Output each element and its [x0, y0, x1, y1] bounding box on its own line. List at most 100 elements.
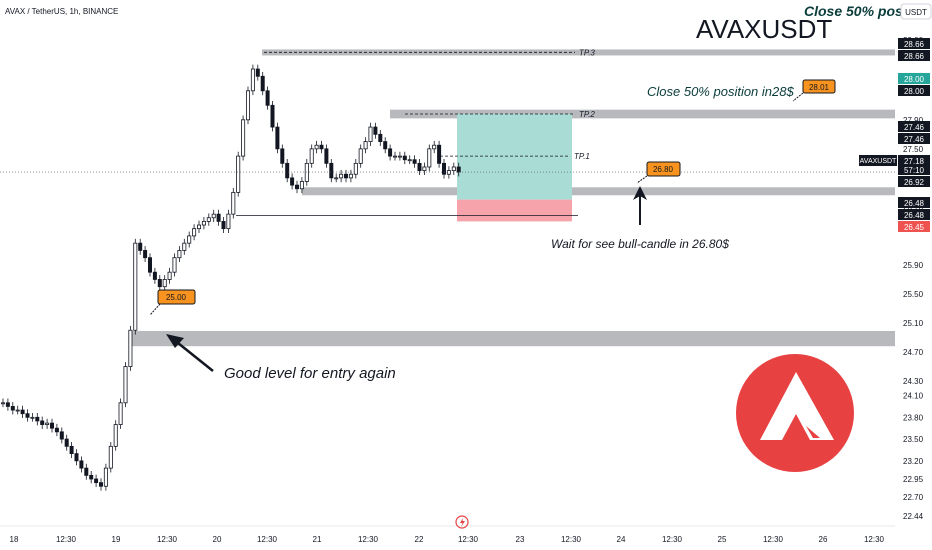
candle-body — [123, 366, 128, 404]
lightning-glyph — [460, 518, 465, 527]
time-tick: 12:30 — [458, 535, 479, 544]
time-tick: 18 — [10, 535, 19, 544]
candle-body — [427, 148, 432, 168]
price-tick: 22.95 — [903, 475, 924, 484]
candle-body — [446, 170, 451, 175]
candle-body — [255, 68, 260, 77]
good-level-note: Good level for entry again — [224, 365, 396, 382]
currency-box[interactable] — [900, 3, 932, 20]
candle-body — [441, 162, 446, 175]
candle-body — [309, 148, 314, 164]
zone-group — [130, 49, 895, 347]
candle-body — [412, 159, 417, 164]
candle-body — [133, 242, 138, 331]
candle-body — [392, 155, 397, 158]
candle-body — [15, 409, 20, 412]
candle-body — [451, 166, 456, 172]
entry-again-zone — [130, 330, 895, 347]
time-tick: 12:30 — [864, 535, 885, 544]
candle-body — [74, 453, 79, 462]
price-tick: 22.44 — [903, 512, 924, 521]
candle-body — [177, 250, 182, 259]
candle-body — [378, 133, 383, 142]
time-tick: 12:30 — [56, 535, 77, 544]
price-tick: 24.30 — [903, 377, 924, 386]
candle-series — [0, 64, 461, 491]
candle-body — [373, 126, 378, 135]
time-tick: 12:30 — [157, 535, 178, 544]
candle-body — [334, 177, 339, 180]
badge-26: 26.80 — [636, 161, 681, 184]
candle-body — [290, 177, 295, 186]
candle-body — [353, 162, 358, 175]
price-tick: 27.50 — [903, 145, 924, 154]
candle-body — [314, 144, 319, 150]
candle-body — [172, 257, 177, 273]
axis-label: 28.66 — [904, 52, 925, 61]
price-tick: 25.10 — [903, 319, 924, 328]
axis-label: 28.00 — [904, 87, 925, 96]
time-tick: 19 — [112, 535, 121, 544]
price-tick: 23.20 — [903, 457, 924, 466]
candle-body — [182, 242, 187, 251]
axis-label-bg — [898, 73, 930, 84]
badge-28: 28.01 — [792, 79, 836, 102]
candle-body — [167, 271, 172, 280]
time-tick: 12:30 — [561, 535, 582, 544]
candle-body — [280, 148, 285, 164]
axis-label-bg — [898, 221, 930, 232]
candle-body — [339, 173, 344, 179]
candle-body — [206, 217, 211, 222]
price-tick: 22.70 — [903, 493, 924, 502]
candle-body — [343, 173, 348, 179]
lightning-icon[interactable] — [455, 515, 469, 529]
axis-label: 26.92 — [904, 178, 925, 187]
candle-body — [108, 445, 113, 469]
candle-body — [324, 148, 329, 164]
candle-body — [304, 162, 309, 182]
countdown-label: 57:10 — [904, 166, 925, 175]
axis-label: 26.45 — [904, 223, 925, 232]
candle-body — [99, 482, 104, 487]
candle-body — [20, 409, 25, 415]
time-tick: 20 — [213, 535, 222, 544]
candle-body — [294, 184, 299, 190]
candle-body — [236, 155, 241, 193]
candle-body — [299, 181, 304, 190]
candle-body — [432, 144, 437, 150]
tp3-zone — [262, 49, 895, 56]
candle-body — [157, 279, 162, 288]
candle-body — [456, 166, 461, 173]
price-tick: 23.80 — [903, 413, 924, 422]
time-tick: 21 — [313, 535, 322, 544]
target-box — [457, 114, 572, 200]
candle-body — [113, 424, 118, 447]
candle-body — [89, 474, 94, 480]
axis-label: 27.46 — [904, 135, 925, 144]
axis-label: 26.48 — [904, 199, 925, 208]
candle-body — [50, 422, 55, 429]
time-tick: 25 — [718, 535, 727, 544]
candle-body — [45, 422, 50, 425]
candle-body — [221, 221, 226, 230]
candle-body — [54, 427, 59, 433]
candle-body — [84, 467, 89, 476]
axis-label-bg — [898, 209, 930, 220]
close-note: Close 50% position in28$ — [647, 84, 794, 99]
candle-body — [5, 402, 10, 407]
candle-body — [0, 402, 6, 405]
candle-body — [368, 126, 373, 142]
candle-body — [250, 68, 255, 92]
price-tick: 27.90 — [903, 116, 924, 125]
candle-body — [329, 162, 334, 179]
candle-body — [231, 191, 236, 215]
candle-body — [59, 431, 64, 440]
tp2-zone — [390, 109, 895, 119]
candle-body — [187, 235, 192, 244]
candle-body — [40, 420, 45, 425]
badge-28-label: 28.01 — [809, 83, 830, 92]
price-tick: 24.10 — [903, 392, 924, 401]
candle-body — [94, 478, 99, 484]
symbol-tag-bg — [859, 155, 897, 166]
